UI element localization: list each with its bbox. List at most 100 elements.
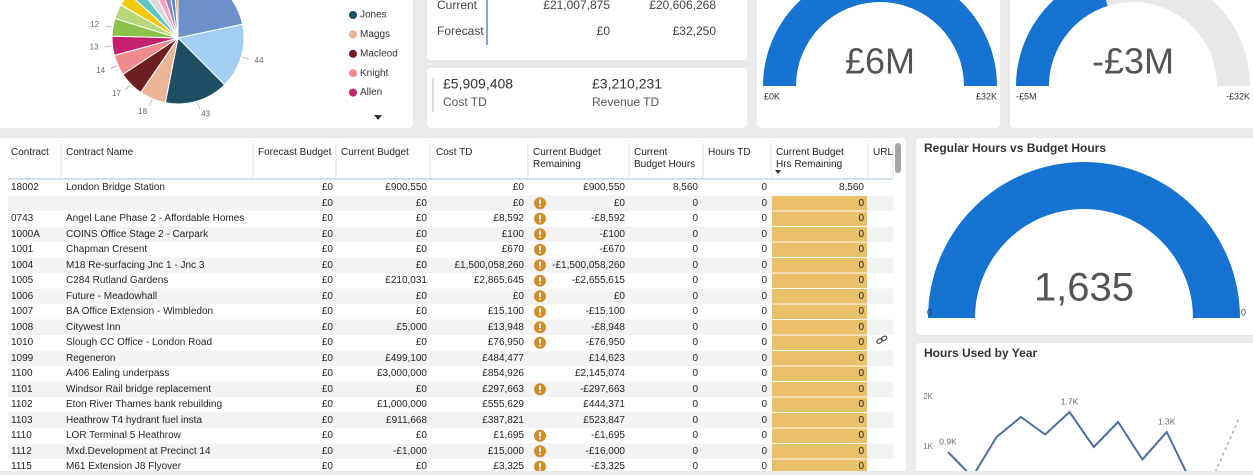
warning-icon <box>534 274 546 287</box>
data-label: 14 <box>96 66 105 75</box>
warning-icon-dot <box>539 282 541 285</box>
gauge-value: -£3M <box>1092 41 1174 82</box>
warning-icon-bar <box>539 385 541 391</box>
panel <box>427 68 747 128</box>
warning-icon-bar <box>539 431 541 437</box>
panel <box>427 0 747 60</box>
cell-highlight <box>772 397 867 412</box>
warning-icon <box>534 321 546 334</box>
leader-line <box>104 25 112 28</box>
warning-icon-dot <box>539 313 541 316</box>
cell-highlight <box>772 289 867 304</box>
link-icon[interactable] <box>876 335 888 344</box>
warning-icon-bar <box>539 447 541 453</box>
gauge-arc <box>1016 0 1108 86</box>
cell-highlight <box>772 382 867 397</box>
pie-slice <box>177 0 244 39</box>
warning-icon-dot <box>539 437 541 440</box>
cell-highlight <box>772 335 867 350</box>
pie-slice <box>148 0 179 39</box>
data-label: 18 <box>138 107 147 116</box>
row-background <box>8 226 893 242</box>
warning-icon-dot <box>539 267 541 269</box>
cell-highlight <box>772 258 867 273</box>
card-value: £3,210,231 <box>592 76 662 92</box>
pie-slice <box>134 0 179 39</box>
kpi-value: £0 <box>597 24 611 38</box>
gauge-max: -£32K <box>1226 91 1250 101</box>
legend-marker <box>349 30 357 39</box>
link-icon-part <box>880 335 888 342</box>
gauge-value: 1,635 <box>1034 266 1134 310</box>
pie-slice <box>174 0 179 39</box>
kpi-row-label: Current <box>437 0 478 12</box>
pie-slice <box>164 0 179 39</box>
warning-icon-bar <box>539 276 541 282</box>
legend-label: Allen <box>360 87 382 98</box>
row-background <box>8 381 893 397</box>
warning-icon-dot <box>539 391 541 393</box>
y-tick-label: 2K <box>923 392 933 401</box>
legend-label: Macleod <box>360 48 398 59</box>
link-icon-part <box>876 338 883 344</box>
pie-slice <box>170 0 179 39</box>
panel <box>916 343 1253 471</box>
warning-icon <box>534 228 546 241</box>
warning-icon <box>534 290 546 303</box>
pie-slice <box>157 0 179 39</box>
warning-icon <box>534 305 546 318</box>
data-label: 1.3K <box>1158 416 1176 426</box>
sort-indicator <box>775 170 781 174</box>
warning-icon-dot <box>539 468 541 471</box>
data-label: 17 <box>112 89 121 98</box>
chart-title: Regular Hours vs Budget Hours <box>924 141 1106 155</box>
legend-scroll-arrow[interactable] <box>374 115 382 120</box>
cell-highlight <box>772 351 867 366</box>
card-label: Revenue TD <box>592 95 659 109</box>
leader-line <box>197 101 200 109</box>
cell-highlight <box>772 459 867 471</box>
warning-icon-bar <box>539 199 541 205</box>
panel <box>757 0 1000 128</box>
row-background <box>8 195 893 211</box>
leader-line <box>110 65 118 69</box>
warning-icon-bar <box>539 307 541 313</box>
warning-icon-bar <box>539 462 541 468</box>
gauge-min: -£5M <box>1016 91 1037 101</box>
gauge-min: £0K <box>764 91 780 101</box>
gauge-min: 0 <box>927 307 932 317</box>
warning-icon-bar <box>539 261 541 267</box>
warning-icon-dot <box>539 220 541 223</box>
gauge-max: 0 <box>1241 307 1246 317</box>
warning-icon <box>534 383 546 396</box>
warning-icon-bar <box>539 292 541 298</box>
kpi-value: £32,250 <box>673 24 717 38</box>
leader-line <box>149 99 153 107</box>
warning-icon-dot <box>539 298 541 300</box>
data-label: 44 <box>255 56 264 65</box>
legend-label: Maggs <box>360 29 390 40</box>
y-tick-label: 1K <box>923 442 933 451</box>
cell-highlight <box>772 444 867 459</box>
warning-icon-bar <box>539 245 541 251</box>
warning-icon-dot <box>539 236 541 238</box>
kpi-value: £20,606,268 <box>649 0 716 12</box>
data-label: 13 <box>90 43 99 52</box>
scrollbar-thumb[interactable] <box>895 143 901 173</box>
warning-icon-dot <box>539 251 541 254</box>
pie-slice <box>164 36 226 105</box>
cell-highlight <box>772 366 867 381</box>
pie-slice <box>120 0 179 39</box>
row-background <box>8 257 893 273</box>
card-value: £5,909,408 <box>443 76 513 92</box>
kpi-row-label: Forecast <box>437 24 484 38</box>
row-background <box>8 350 893 366</box>
row-background <box>8 412 893 428</box>
leader-line <box>242 56 250 60</box>
legend-marker <box>349 49 357 58</box>
warning-icon <box>534 429 546 442</box>
warning-icon <box>534 197 546 210</box>
data-label: 0.9K <box>939 436 957 446</box>
cell-highlight <box>772 196 867 211</box>
